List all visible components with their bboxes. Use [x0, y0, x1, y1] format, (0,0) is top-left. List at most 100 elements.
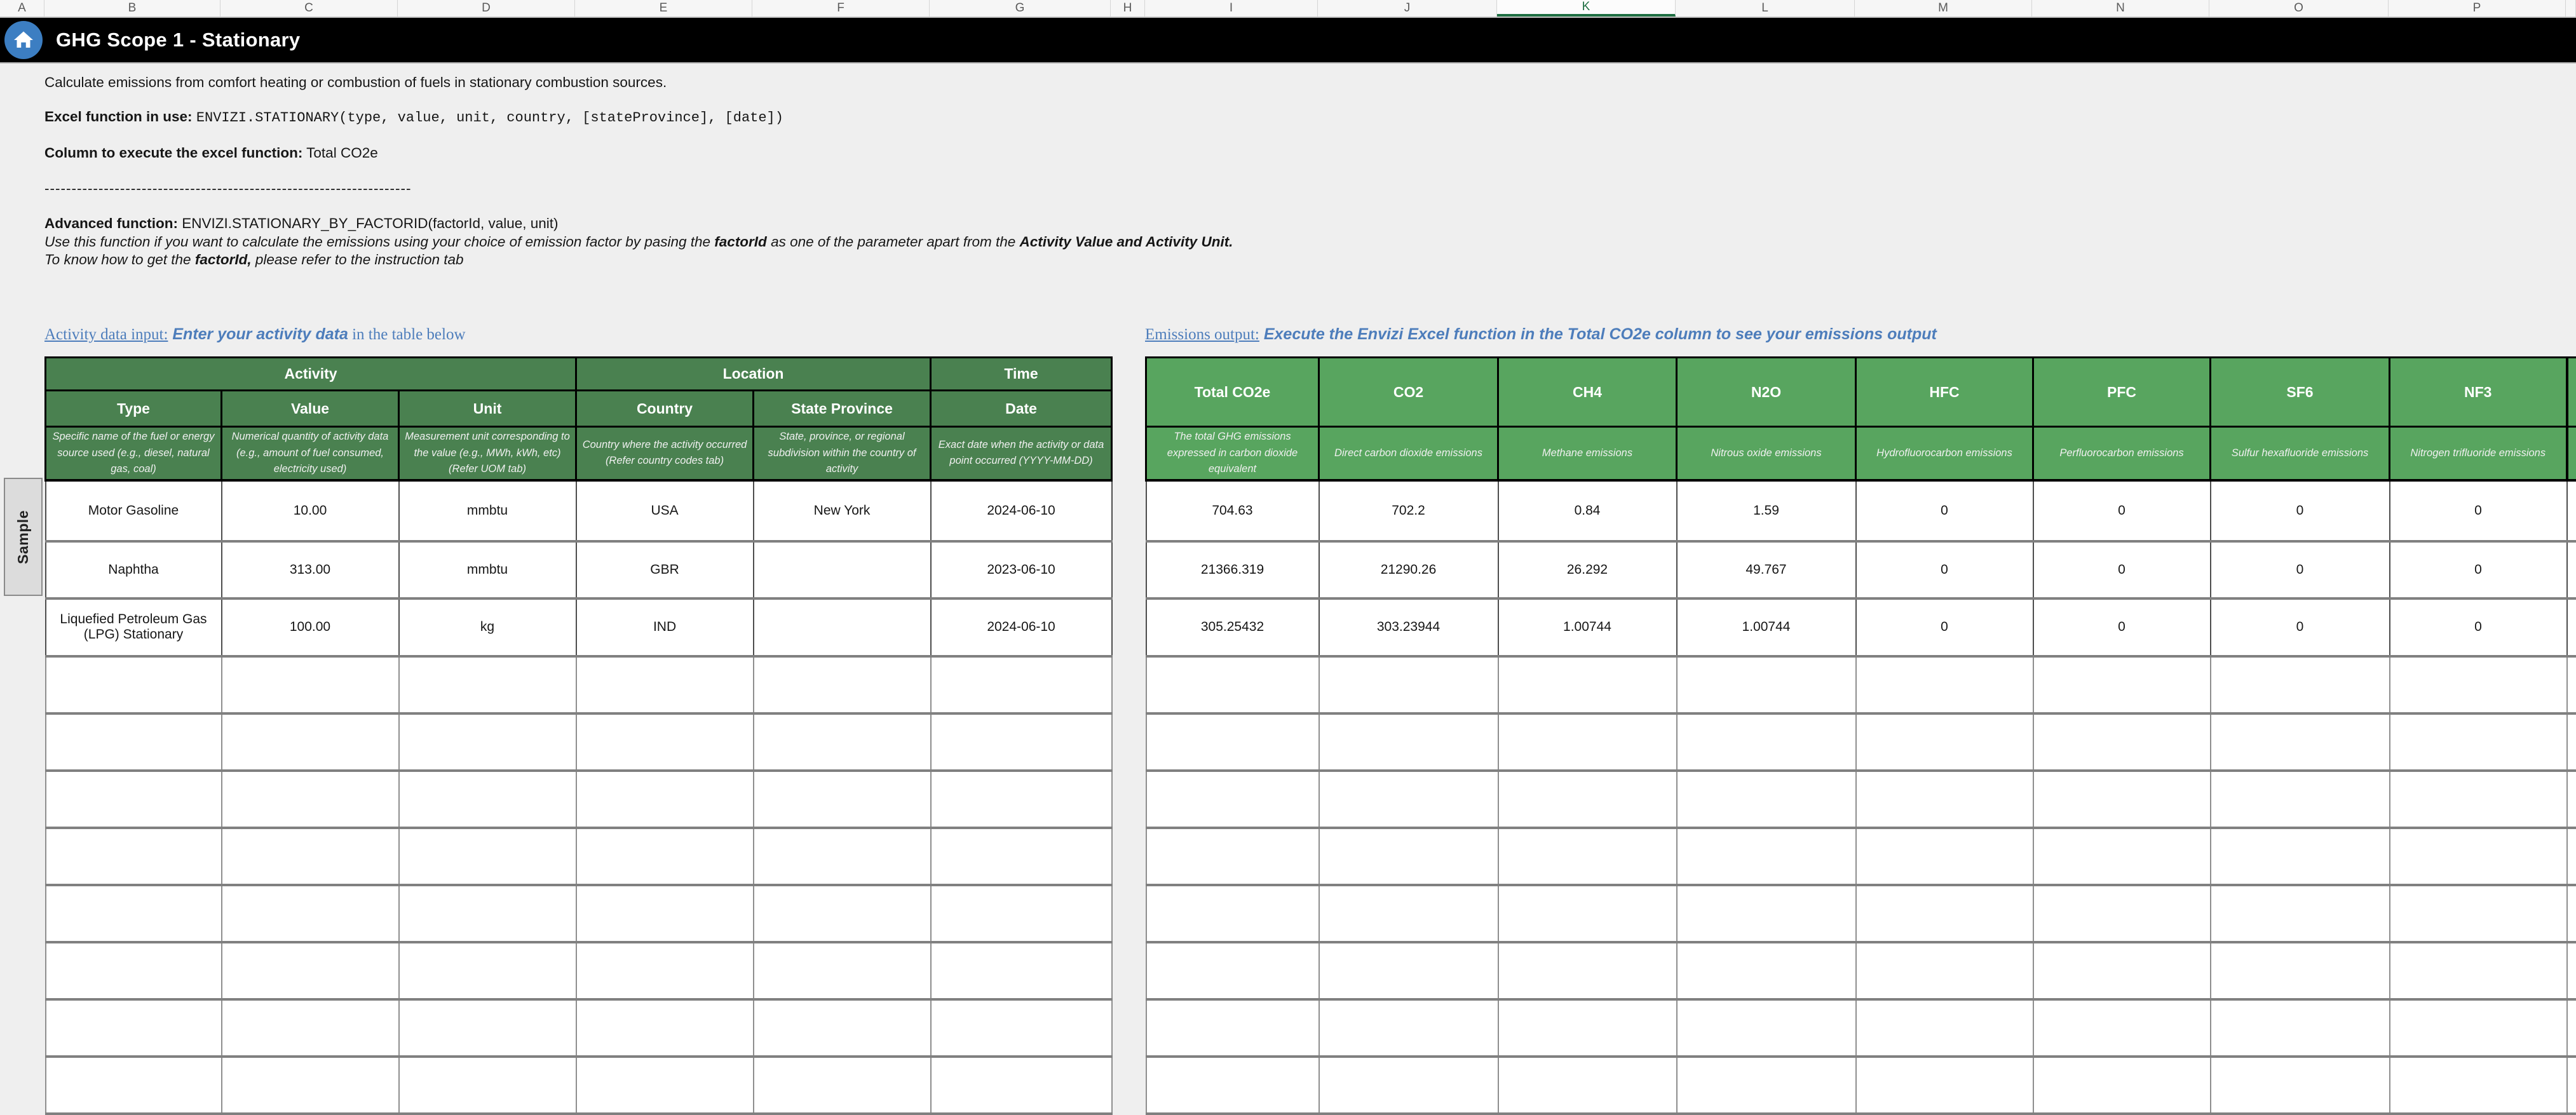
- table-cell-empty[interactable]: [222, 771, 399, 828]
- cell-total-co2e[interactable]: 305.25432: [1146, 598, 1319, 656]
- table-cell-empty[interactable]: [576, 999, 754, 1057]
- cell-co2[interactable]: 303.23944: [1319, 598, 1498, 656]
- table-cell-empty[interactable]: [1146, 942, 1319, 999]
- group-header-location[interactable]: Location: [576, 358, 931, 391]
- cell-sf6[interactable]: 0: [2211, 480, 2390, 541]
- home-button[interactable]: [4, 21, 43, 59]
- table-cell-empty[interactable]: [1677, 942, 1856, 999]
- column-header-i[interactable]: I: [1145, 0, 1318, 17]
- cell-state-province[interactable]: [754, 598, 931, 656]
- table-cell-empty[interactable]: [2390, 885, 2567, 942]
- table-cell-empty[interactable]: [754, 999, 931, 1057]
- column-header-clipped[interactable]: [2567, 358, 2576, 427]
- table-cell-empty[interactable]: [576, 771, 754, 828]
- column-header-value[interactable]: Value: [222, 391, 399, 427]
- cell-pfc[interactable]: 0: [2033, 480, 2211, 541]
- cell-pfc[interactable]: 0: [2033, 541, 2211, 598]
- table-cell-empty[interactable]: [2567, 885, 2576, 942]
- cell-hfc[interactable]: 0: [1856, 480, 2033, 541]
- column-header-j[interactable]: J: [1318, 0, 1497, 17]
- cell-n2o[interactable]: 49.767: [1677, 541, 1856, 598]
- cell-co2[interactable]: 702.2: [1319, 480, 1498, 541]
- column-header-h[interactable]: H: [1111, 0, 1145, 17]
- table-cell-empty[interactable]: [399, 656, 576, 713]
- table-cell-empty[interactable]: [1498, 771, 1677, 828]
- cell-date[interactable]: 2023-06-10: [931, 541, 1112, 598]
- cell-ch4[interactable]: 1.00744: [1498, 598, 1677, 656]
- table-cell-empty[interactable]: [2567, 713, 2576, 771]
- table-cell-empty[interactable]: [1677, 885, 1856, 942]
- table-cell-empty[interactable]: [2033, 713, 2211, 771]
- cell-country[interactable]: USA: [576, 480, 754, 541]
- table-cell-empty[interactable]: [1319, 885, 1498, 942]
- table-cell-empty[interactable]: [1677, 656, 1856, 713]
- table-cell-empty[interactable]: [2211, 771, 2390, 828]
- table-cell-empty[interactable]: [1319, 942, 1498, 999]
- column-header-partial[interactable]: [2566, 0, 2576, 17]
- column-header-sf6[interactable]: SF6: [2211, 358, 2390, 427]
- table-cell-empty[interactable]: [1677, 828, 1856, 885]
- table-cell-empty[interactable]: [1856, 771, 2033, 828]
- column-header-e[interactable]: E: [575, 0, 752, 17]
- table-cell-empty[interactable]: [1498, 942, 1677, 999]
- column-header-unit[interactable]: Unit: [399, 391, 576, 427]
- table-cell-empty[interactable]: [754, 885, 931, 942]
- column-header-date[interactable]: Date: [931, 391, 1112, 427]
- table-cell-empty[interactable]: [931, 999, 1112, 1057]
- table-cell-empty[interactable]: [1856, 828, 2033, 885]
- table-cell-empty[interactable]: [399, 999, 576, 1057]
- table-cell-empty[interactable]: [1319, 656, 1498, 713]
- table-cell-empty[interactable]: [46, 999, 222, 1057]
- table-cell-empty[interactable]: [46, 942, 222, 999]
- table-cell-empty[interactable]: [2567, 828, 2576, 885]
- table-cell-empty[interactable]: [931, 942, 1112, 999]
- cell-sf6[interactable]: 0: [2211, 598, 2390, 656]
- table-cell-empty[interactable]: [222, 942, 399, 999]
- table-cell-empty[interactable]: [576, 656, 754, 713]
- table-cell-empty[interactable]: [2567, 656, 2576, 713]
- column-header-country[interactable]: Country: [576, 391, 754, 427]
- column-header-n[interactable]: N: [2032, 0, 2209, 17]
- cell-clipped[interactable]: [2567, 480, 2576, 541]
- column-header-d[interactable]: D: [398, 0, 575, 17]
- cell-co2[interactable]: 21290.26: [1319, 541, 1498, 598]
- group-header-activity[interactable]: Activity: [46, 358, 576, 391]
- column-header-nf3[interactable]: NF3: [2390, 358, 2567, 427]
- table-cell-empty[interactable]: [399, 885, 576, 942]
- column-header-n2o[interactable]: N2O: [1677, 358, 1856, 427]
- table-cell-empty[interactable]: [1498, 828, 1677, 885]
- table-cell-empty[interactable]: [2033, 656, 2211, 713]
- table-cell-empty[interactable]: [754, 942, 931, 999]
- table-cell-empty[interactable]: [576, 942, 754, 999]
- cell-hfc[interactable]: 0: [1856, 598, 2033, 656]
- table-cell-empty[interactable]: [931, 656, 1112, 713]
- table-cell-empty[interactable]: [576, 713, 754, 771]
- table-cell-empty[interactable]: [1856, 1057, 2033, 1114]
- table-cell-empty[interactable]: [222, 885, 399, 942]
- table-cell-empty[interactable]: [576, 828, 754, 885]
- column-header-c[interactable]: C: [220, 0, 398, 17]
- table-cell-empty[interactable]: [754, 828, 931, 885]
- cell-type[interactable]: Motor Gasoline: [46, 480, 222, 541]
- cell-nf3[interactable]: 0: [2390, 598, 2567, 656]
- table-cell-empty[interactable]: [1146, 771, 1319, 828]
- cell-unit[interactable]: mmbtu: [399, 480, 576, 541]
- cell-type[interactable]: Naphtha: [46, 541, 222, 598]
- table-cell-empty[interactable]: [931, 771, 1112, 828]
- table-cell-empty[interactable]: [46, 1057, 222, 1114]
- column-header-b[interactable]: B: [44, 0, 220, 17]
- table-cell-empty[interactable]: [46, 828, 222, 885]
- table-cell-empty[interactable]: [399, 713, 576, 771]
- column-header-p[interactable]: P: [2389, 0, 2566, 17]
- table-cell-empty[interactable]: [2390, 656, 2567, 713]
- table-cell-empty[interactable]: [931, 713, 1112, 771]
- column-header-hfc[interactable]: HFC: [1856, 358, 2033, 427]
- cell-total-co2e[interactable]: 21366.319: [1146, 541, 1319, 598]
- table-cell-empty[interactable]: [931, 1057, 1112, 1114]
- table-cell-empty[interactable]: [2567, 999, 2576, 1057]
- cell-unit[interactable]: kg: [399, 598, 576, 656]
- column-header-type[interactable]: Type: [46, 391, 222, 427]
- group-header-time[interactable]: Time: [931, 358, 1112, 391]
- table-cell-empty[interactable]: [2390, 942, 2567, 999]
- cell-total-co2e[interactable]: 704.63: [1146, 480, 1319, 541]
